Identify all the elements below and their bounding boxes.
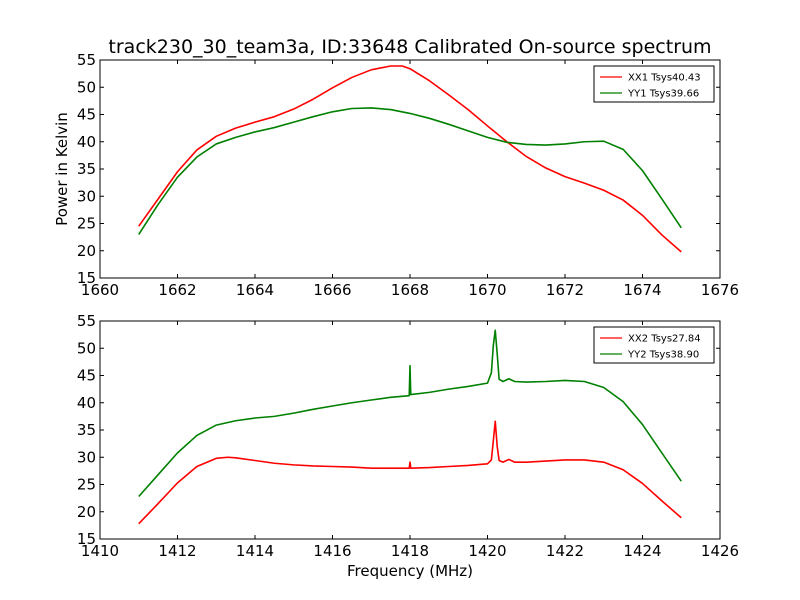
legend-frame <box>593 65 715 103</box>
series-line-yy1 <box>138 107 682 235</box>
y-tick-label: 25 <box>77 215 96 233</box>
legend-entry: XX2 Tsys27.84 <box>628 334 701 345</box>
x-tick-label: 1676 <box>701 281 739 299</box>
x-tick-label: 1670 <box>468 281 506 299</box>
legend-entry: XX1 Tsys40.43 <box>628 73 701 84</box>
legend-frame <box>593 326 715 364</box>
y-tick-label: 30 <box>77 187 96 205</box>
figure-title: track230_30_team3a, ID:33648 Calibrated … <box>108 36 711 58</box>
y-tick-label: 55 <box>77 51 96 69</box>
x-tick-label: 1662 <box>158 281 196 299</box>
y-tick-label: 50 <box>77 339 96 357</box>
x-tick-label: 1418 <box>391 542 429 560</box>
y-tick-label: 15 <box>77 530 96 548</box>
legend: XX2 Tsys27.84 YY2 Tsys38.90 <box>593 326 715 364</box>
x-tick-label: 1668 <box>391 281 429 299</box>
legend: XX1 Tsys40.43 YY1 Tsys39.66 <box>593 65 715 103</box>
y-tick-label: 40 <box>77 133 96 151</box>
x-tick-label: 1426 <box>701 542 739 560</box>
x-tick-label: 1660 <box>81 281 119 299</box>
series-line-yy2 <box>138 329 682 498</box>
legend-entry: YY2 Tsys38.90 <box>627 350 699 361</box>
y-tick-label: 25 <box>77 476 96 494</box>
y-tick-label: 40 <box>77 394 96 412</box>
y-tick-label: 15 <box>77 269 96 287</box>
y-axis-label: Power in Kelvin <box>53 112 71 226</box>
x-tick-label: 1414 <box>236 542 274 560</box>
y-tick-label: 50 <box>77 78 96 96</box>
x-tick-label: 1410 <box>81 542 119 560</box>
x-tick-label: 1416 <box>313 542 351 560</box>
x-tick-label: 1672 <box>546 281 584 299</box>
y-tick-label: 20 <box>77 503 96 521</box>
legend-entry: YY1 Tsys39.66 <box>627 89 699 100</box>
x-tick-label: 1424 <box>623 542 661 560</box>
bottom-spectrum-panel: 1410 1412 1414 1416 1418 1420 1422 1424 1426 15 20… <box>77 312 739 580</box>
x-tick-label: 1412 <box>158 542 196 560</box>
top-spectrum-panel: 1660 1662 1664 1666 1668 1670 1672 1674 1676 15 20… <box>53 51 739 299</box>
x-tick-label: 1420 <box>468 542 506 560</box>
x-axis-label: Frequency (MHz) <box>347 562 473 580</box>
y-tick-label: 35 <box>77 160 96 178</box>
x-tick-label: 1422 <box>546 542 584 560</box>
x-tick-label: 1674 <box>623 281 661 299</box>
series-line-xx2 <box>138 420 682 525</box>
y-tick-label: 45 <box>77 106 96 124</box>
y-tick-label: 35 <box>77 421 96 439</box>
y-tick-label: 20 <box>77 242 96 260</box>
y-tick-label: 45 <box>77 367 96 385</box>
y-tick-label: 55 <box>77 312 96 330</box>
series-line-xx1 <box>138 65 682 253</box>
y-tick-label: 30 <box>77 448 96 466</box>
x-tick-label: 1664 <box>236 281 274 299</box>
x-tick-label: 1666 <box>313 281 351 299</box>
